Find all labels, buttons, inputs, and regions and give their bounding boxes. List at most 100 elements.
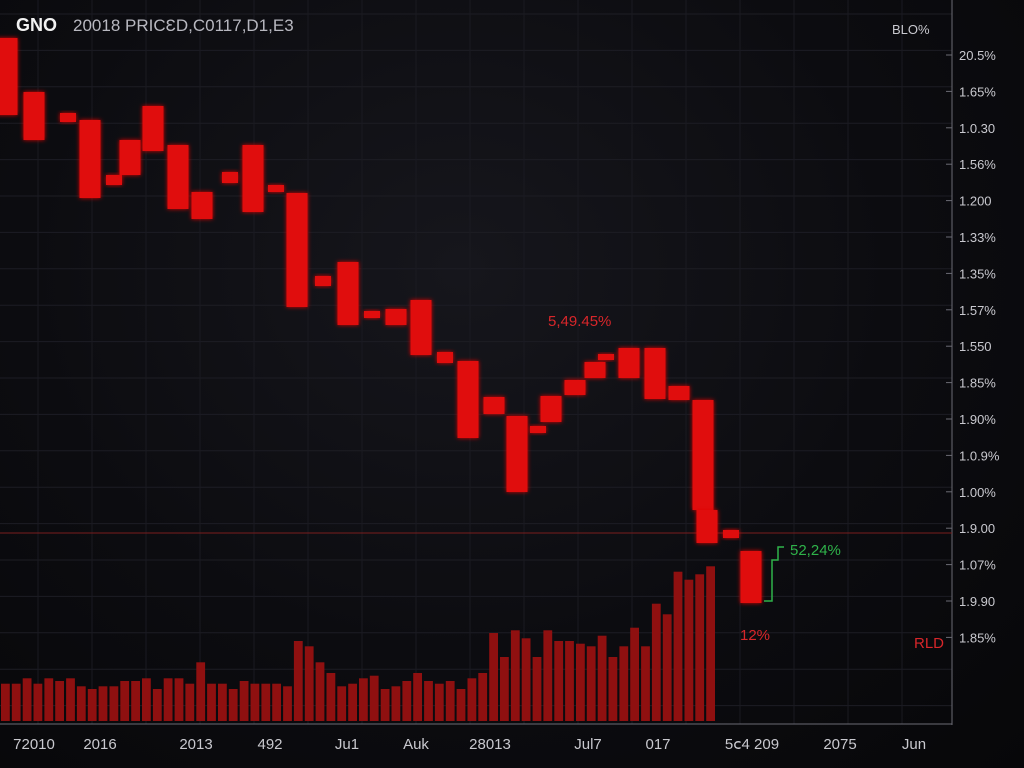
volume-bar	[641, 646, 650, 721]
candle-body[interactable]	[506, 416, 528, 492]
price-tick-label: 1.200	[959, 194, 992, 209]
volume-bar	[98, 686, 108, 721]
time-tick-label: 28013	[469, 736, 511, 753]
candle-body[interactable]	[242, 145, 264, 212]
candle-body[interactable]	[315, 276, 331, 286]
time-tick-label: 5ⅽ4 209	[725, 736, 779, 753]
candle-body[interactable]	[268, 185, 284, 192]
volume-bar	[174, 678, 184, 721]
volume-bar	[337, 686, 347, 721]
candle-body[interactable]	[692, 400, 714, 510]
candle-body[interactable]	[167, 145, 189, 209]
candle-body[interactable]	[598, 354, 614, 360]
candle-body[interactable]	[540, 396, 562, 422]
candle-body[interactable]	[23, 92, 45, 140]
price-tick-label: 1.0.9%	[959, 448, 1000, 463]
price-tick-label: 1.07%	[959, 558, 996, 573]
price-axis-labels: 20.5% 1.65% 1.0.30 1.56% 1.200 1.33% 1.35% 1.57…	[946, 48, 1000, 645]
volume-bar	[55, 681, 64, 721]
volume-bar	[673, 571, 683, 721]
price-tick-label: 1.9.90	[959, 594, 995, 609]
candle-body[interactable]	[106, 175, 122, 185]
volume-bar	[87, 689, 97, 721]
candle-body[interactable]	[696, 510, 718, 543]
candles[interactable]	[0, 28, 762, 625]
candle-body[interactable]	[723, 530, 739, 538]
volume-bar	[315, 662, 325, 721]
time-tick-label: 2016	[83, 736, 116, 753]
chart-subtitle: 20018 PRICƐD,C0117,D1,E3	[73, 16, 294, 35]
time-axis-labels: 72010 2016 2013 492 Ju1 Auk 28013 Jul7 017 5ⅽ4 20…	[13, 736, 926, 753]
time-tick-label: 2075	[823, 736, 856, 753]
candle-body[interactable]	[286, 193, 308, 307]
volume-bar	[521, 638, 531, 721]
volume-bar	[293, 641, 303, 721]
candle-body[interactable]	[385, 309, 407, 325]
time-tick-label: 72010	[13, 736, 55, 753]
volume-bar	[185, 683, 195, 721]
candle-body[interactable]	[0, 38, 18, 115]
volume-bar	[532, 657, 542, 721]
time-tick-label: Auk	[403, 736, 429, 753]
candle-body[interactable]	[410, 300, 432, 355]
volume-bars	[1, 566, 715, 721]
candle-body[interactable]	[337, 262, 359, 325]
volume-bar	[565, 641, 574, 721]
volume-bar	[706, 566, 715, 721]
time-tick-label: 2013	[179, 736, 212, 753]
candle-body[interactable]	[564, 380, 586, 395]
volume-bar	[695, 574, 705, 721]
price-tick-label: 1.85%	[959, 630, 996, 645]
candle-body[interactable]	[530, 426, 546, 433]
price-tick-label: 1.57%	[959, 303, 996, 318]
volume-bar	[142, 678, 151, 721]
volume-bar	[510, 630, 520, 721]
price-tick-label: 1.65%	[959, 84, 996, 99]
volume-bar	[1, 683, 10, 721]
volume-bar	[586, 646, 596, 721]
time-tick-label: Jun	[902, 736, 926, 753]
candle-body[interactable]	[668, 386, 690, 400]
candle-body[interactable]	[457, 361, 479, 438]
volume-bar	[402, 681, 412, 721]
volume-bar	[163, 678, 173, 721]
candle-body[interactable]	[79, 120, 101, 198]
candle-body[interactable]	[60, 113, 76, 122]
candle-body[interactable]	[191, 192, 213, 219]
volume-bar	[597, 635, 607, 721]
time-tick-label: Jul7	[574, 736, 602, 753]
price-tick-label: 20.5%	[959, 48, 996, 63]
candle-body[interactable]	[222, 172, 238, 183]
volume-bar	[272, 683, 281, 721]
volume-bar	[662, 614, 672, 721]
volume-bar	[218, 683, 227, 721]
volume-bar	[434, 683, 444, 721]
time-tick-label: 017	[645, 736, 670, 753]
candle-body[interactable]	[618, 348, 640, 378]
price-tick-label: 1.90%	[959, 412, 996, 427]
candle-body[interactable]	[584, 362, 606, 378]
volume-bar	[207, 683, 216, 721]
volume-bar	[369, 675, 379, 721]
candle-body[interactable]	[437, 352, 453, 363]
time-tick-label: 492	[257, 736, 282, 753]
candle-body[interactable]	[119, 140, 141, 175]
price-tick-label: 1.0.30	[959, 121, 995, 136]
annotation-rld: RLD	[914, 635, 944, 652]
volume-bar	[326, 673, 336, 721]
candle-body[interactable]	[364, 311, 380, 318]
annotation-peak: 5,49.45%	[548, 313, 611, 330]
candle-body[interactable]	[740, 551, 762, 603]
candle-body[interactable]	[644, 348, 666, 399]
volume-bar	[33, 683, 43, 721]
volume-bar	[228, 689, 238, 721]
price-tick-label: 1.550	[959, 339, 992, 354]
volume-bar	[424, 681, 433, 721]
candle-body[interactable]	[483, 397, 505, 414]
candle-body[interactable]	[142, 106, 164, 151]
volume-bar	[109, 686, 119, 721]
volume-bar	[120, 681, 130, 721]
price-tick-label: 1.9.00	[959, 521, 995, 536]
price-tick-label: 1.35%	[959, 266, 996, 281]
